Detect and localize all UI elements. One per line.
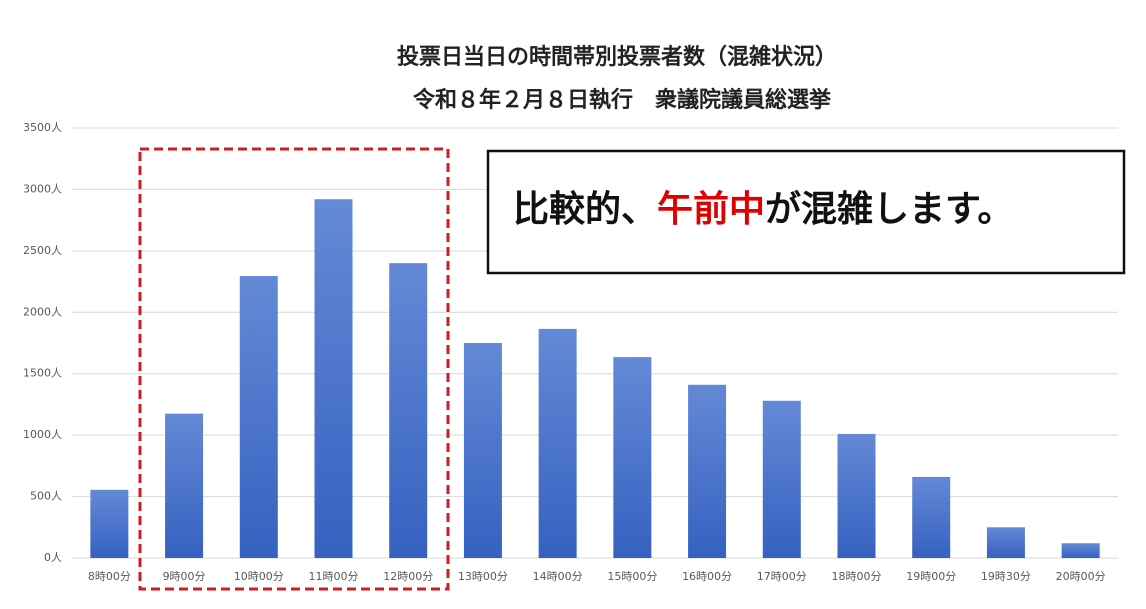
x-tick-label: 19時30分 — [981, 570, 1031, 583]
annotation-box — [486, 149, 1126, 275]
y-tick-label: 2500人 — [23, 244, 62, 257]
x-tick-label: 19時00分 — [906, 570, 956, 583]
bar — [762, 400, 801, 558]
x-tick-label: 13時00分 — [458, 570, 508, 583]
bar — [90, 489, 129, 558]
x-tick-label: 12時00分 — [383, 570, 433, 583]
x-tick-label: 20時00分 — [1056, 570, 1106, 583]
bar — [165, 413, 204, 558]
y-tick-label: 2000人 — [23, 305, 62, 318]
x-tick-label: 17時00分 — [757, 570, 807, 583]
annotation-part: 午前中 — [657, 189, 765, 230]
y-tick-label: 3000人 — [23, 182, 62, 195]
x-tick-label: 10時00分 — [234, 570, 284, 583]
bar — [837, 433, 876, 558]
y-tick-label: 3500人 — [23, 121, 62, 134]
bar — [239, 276, 278, 558]
x-tick-label: 18時00分 — [832, 570, 882, 583]
chart-title: 投票日当日の時間帯別投票者数（混雑状況） — [397, 44, 837, 70]
y-tick-label: 1000人 — [23, 428, 62, 441]
chart-subtitle: 令和８年２月８日執行 衆議院議員総選挙 — [413, 87, 832, 113]
highlight-box — [138, 147, 450, 591]
bar — [986, 527, 1025, 558]
bar — [1061, 543, 1100, 558]
bar — [389, 263, 428, 558]
y-tick-label: 1500人 — [23, 367, 62, 380]
bar — [613, 357, 652, 558]
x-tick-label: 9時00分 — [163, 570, 206, 583]
bar — [463, 343, 502, 558]
x-tick-label: 14時00分 — [533, 570, 583, 583]
y-tick-label: 500人 — [30, 490, 62, 503]
annotation: 比較的、午前中が混雑します。 — [513, 189, 1013, 230]
bar — [688, 384, 727, 558]
x-tick-label: 16時00分 — [682, 570, 732, 583]
annotation-part: 比較的、 — [513, 189, 657, 230]
x-tick-label: 15時00分 — [607, 570, 657, 583]
bar — [538, 328, 577, 558]
bar — [314, 199, 353, 558]
x-tick-label: 11時00分 — [309, 570, 359, 583]
bar — [912, 476, 951, 558]
annotation-part: が混雑します。 — [765, 189, 1013, 230]
y-tick-label: 0人 — [44, 551, 62, 564]
x-tick-label: 8時00分 — [88, 570, 131, 583]
